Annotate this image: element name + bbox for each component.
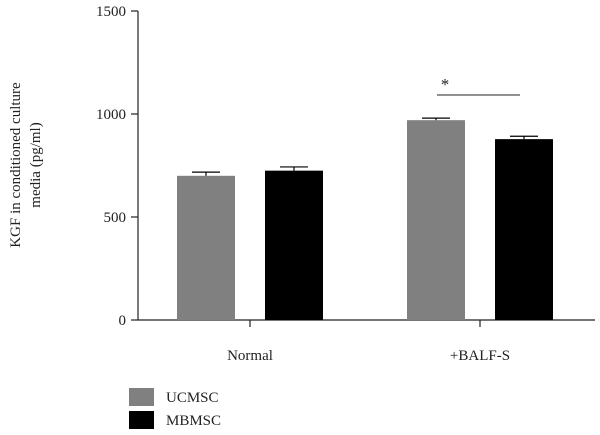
significance-annotation: * — [437, 75, 520, 96]
legend: UCMSC MBMSC — [129, 388, 221, 429]
bar-ucmsc-0 — [177, 175, 235, 320]
legend-label-mbmsc: MBMSC — [166, 413, 221, 429]
y-ticks: 0 500 1000 1500 — [96, 4, 138, 329]
y-axis-label-line-2: media (pg/ml) — [28, 122, 44, 207]
legend-swatch-ucmsc — [129, 388, 154, 406]
bar-ucmsc-1 — [407, 120, 465, 321]
y-axis-label-line-1: KGF in conditioned culture — [8, 82, 24, 248]
legend-label-ucmsc: UCMSC — [166, 390, 219, 406]
y-tick-label-1500: 1500 — [96, 4, 126, 20]
bar-mbmsc-1 — [495, 139, 553, 320]
y-tick-label-0: 0 — [119, 313, 127, 329]
y-tick-label-1000: 1000 — [96, 107, 126, 123]
y-tick-label-500: 500 — [104, 210, 127, 226]
bar-mbmsc-0 — [265, 170, 323, 320]
significance-star: * — [441, 75, 450, 94]
x-ticks: Normal +BALF-S — [227, 320, 510, 364]
bars — [177, 120, 553, 321]
x-tick-label-0: Normal — [227, 348, 273, 364]
error-bars — [192, 117, 538, 176]
x-tick-label-1: +BALF-S — [450, 348, 510, 364]
legend-swatch-mbmsc — [129, 411, 154, 429]
